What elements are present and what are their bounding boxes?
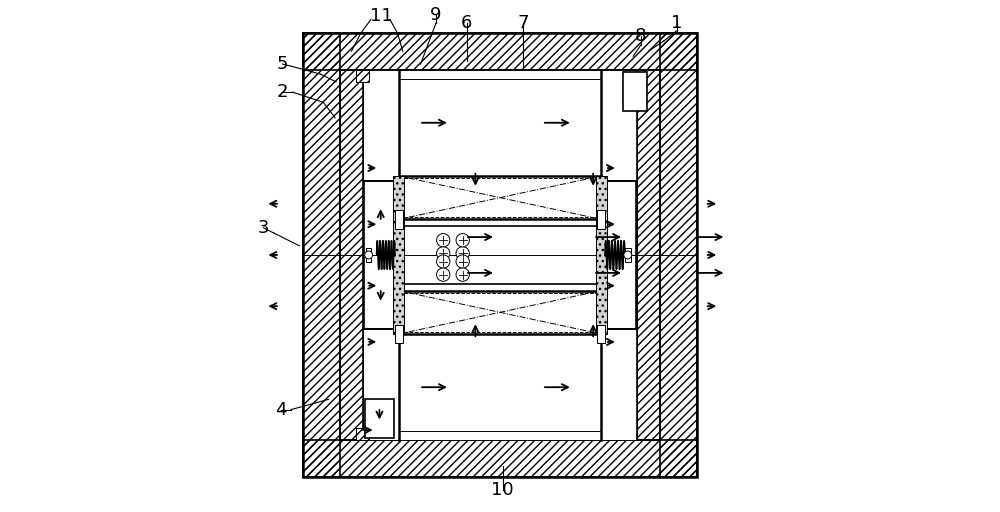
Text: 1: 1 <box>671 14 682 32</box>
Bar <box>395 325 403 344</box>
Bar <box>596 176 607 334</box>
Circle shape <box>437 247 450 260</box>
Bar <box>356 70 369 82</box>
Text: 3: 3 <box>258 219 269 237</box>
Bar <box>399 334 601 438</box>
Bar <box>363 70 399 245</box>
Bar <box>393 176 404 334</box>
Circle shape <box>437 255 450 268</box>
Bar <box>399 225 601 285</box>
Bar <box>364 329 398 440</box>
Bar <box>597 210 605 228</box>
Text: 7: 7 <box>517 14 529 32</box>
Bar <box>365 399 394 438</box>
Text: 11: 11 <box>370 7 393 26</box>
Bar <box>303 440 697 477</box>
Bar <box>364 70 398 181</box>
Bar <box>363 265 399 440</box>
Circle shape <box>456 233 469 247</box>
Bar <box>340 70 363 440</box>
Text: 5: 5 <box>277 55 288 73</box>
Text: 4: 4 <box>275 400 287 419</box>
Bar <box>602 181 636 329</box>
Bar <box>601 265 637 440</box>
Circle shape <box>365 251 373 259</box>
Text: 10: 10 <box>491 481 514 500</box>
Circle shape <box>456 247 469 260</box>
Circle shape <box>624 251 632 259</box>
Bar <box>356 428 369 440</box>
Bar <box>395 210 403 228</box>
Bar <box>399 291 601 334</box>
Bar <box>303 33 340 477</box>
Bar <box>340 70 660 440</box>
Bar <box>303 33 697 477</box>
Text: 8: 8 <box>635 27 646 45</box>
Bar <box>399 431 601 440</box>
Circle shape <box>456 268 469 281</box>
Text: 2: 2 <box>277 83 288 101</box>
Circle shape <box>437 268 450 281</box>
Circle shape <box>437 233 450 247</box>
Text: 6: 6 <box>461 14 472 32</box>
Text: 9: 9 <box>430 6 442 25</box>
Circle shape <box>456 255 469 268</box>
Bar <box>364 181 398 329</box>
Bar <box>625 248 631 262</box>
Bar <box>602 329 636 440</box>
Bar <box>623 72 647 111</box>
Bar <box>602 70 636 181</box>
Bar <box>601 70 637 245</box>
Bar <box>399 176 601 219</box>
Bar <box>366 248 371 262</box>
Bar <box>660 33 697 477</box>
Bar <box>399 72 601 176</box>
Bar <box>637 70 660 440</box>
Bar <box>597 325 605 344</box>
Bar <box>303 33 697 70</box>
Bar <box>399 70 601 79</box>
